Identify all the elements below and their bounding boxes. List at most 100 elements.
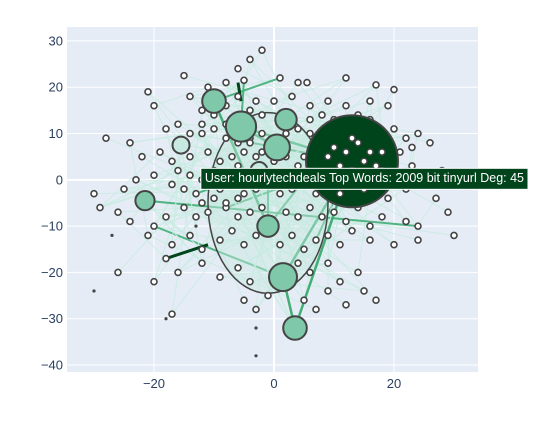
leaf-node[interactable] xyxy=(198,245,206,254)
leaf-node[interactable] xyxy=(306,129,314,138)
leaf-node[interactable] xyxy=(252,231,260,240)
leaf-node[interactable] xyxy=(342,217,350,226)
leaf-node[interactable] xyxy=(306,268,314,277)
leaf-node[interactable] xyxy=(96,203,104,212)
leaf-node[interactable] xyxy=(234,64,242,73)
leaf-node[interactable] xyxy=(204,148,212,156)
leaf-node[interactable] xyxy=(192,189,200,198)
leaf-node[interactable] xyxy=(90,189,98,198)
leaf-node[interactable] xyxy=(294,78,302,87)
leaf-node[interactable] xyxy=(318,111,326,119)
leaf-node[interactable] xyxy=(303,78,311,87)
leaf-node[interactable] xyxy=(210,125,218,133)
leaf-node[interactable] xyxy=(102,134,110,142)
leaf-node[interactable] xyxy=(222,78,230,87)
leaf-node[interactable] xyxy=(252,97,260,105)
hub-node[interactable] xyxy=(268,262,298,293)
leaf-node[interactable] xyxy=(366,97,374,105)
leaf-node[interactable] xyxy=(246,55,254,64)
leaf-node[interactable] xyxy=(258,46,266,54)
leaf-node[interactable] xyxy=(336,190,344,198)
leaf-node[interactable] xyxy=(432,194,440,203)
leaf-node[interactable] xyxy=(234,194,242,203)
leaf-node[interactable] xyxy=(156,148,164,156)
leaf-node[interactable] xyxy=(198,129,206,138)
leaf-node[interactable] xyxy=(216,236,224,244)
leaf-node[interactable] xyxy=(186,92,194,101)
leaf-node[interactable] xyxy=(312,236,320,244)
leaf-node[interactable] xyxy=(246,277,254,286)
leaf-node[interactable] xyxy=(276,240,284,249)
leaf-node[interactable] xyxy=(162,125,170,133)
leaf-node[interactable] xyxy=(354,268,362,277)
leaf-node[interactable] xyxy=(180,203,188,212)
leaf-node[interactable] xyxy=(150,171,158,179)
leaf-node[interactable] xyxy=(228,152,236,161)
leaf-node[interactable] xyxy=(240,76,248,85)
leaf-node[interactable] xyxy=(198,120,206,129)
leaf-node[interactable] xyxy=(360,157,368,165)
leaf-node[interactable] xyxy=(342,74,350,82)
leaf-node[interactable] xyxy=(186,152,194,161)
hub-node[interactable] xyxy=(201,88,227,114)
leaf-node[interactable] xyxy=(234,264,242,272)
leaf-node[interactable] xyxy=(174,120,182,129)
leaf-node[interactable] xyxy=(168,240,176,249)
leaf-node[interactable] xyxy=(288,231,296,240)
leaf-node[interactable] xyxy=(234,213,242,221)
leaf-node[interactable] xyxy=(294,213,302,221)
leaf-node[interactable] xyxy=(366,222,374,230)
leaf-node[interactable] xyxy=(216,273,224,281)
leaf-node[interactable] xyxy=(372,296,380,305)
leaf-node[interactable] xyxy=(198,199,206,207)
leaf-node[interactable] xyxy=(198,106,206,115)
leaf-node[interactable] xyxy=(324,97,332,105)
leaf-node[interactable] xyxy=(366,236,374,244)
leaf-node[interactable] xyxy=(390,85,398,94)
leaf-node[interactable] xyxy=(228,226,236,235)
leaf-node[interactable] xyxy=(354,139,362,147)
hub-node[interactable] xyxy=(305,114,399,209)
leaf-node[interactable] xyxy=(306,115,314,124)
leaf-node[interactable] xyxy=(276,74,284,82)
leaf-node[interactable] xyxy=(222,199,230,207)
leaf-node[interactable] xyxy=(276,189,284,198)
leaf-node[interactable] xyxy=(258,129,266,138)
leaf-node[interactable] xyxy=(138,152,146,161)
leaf-node[interactable] xyxy=(384,194,392,203)
leaf-node[interactable] xyxy=(378,148,386,156)
leaf-node[interactable] xyxy=(330,208,338,217)
leaf-node[interactable] xyxy=(384,101,392,110)
leaf-node[interactable] xyxy=(414,222,422,230)
leaf-node[interactable] xyxy=(402,134,410,142)
leaf-node[interactable] xyxy=(414,236,422,244)
leaf-node[interactable] xyxy=(342,301,350,309)
leaf-node[interactable] xyxy=(132,176,140,184)
hub-node[interactable] xyxy=(256,214,280,238)
leaf-node[interactable] xyxy=(342,148,350,156)
leaf-node[interactable] xyxy=(174,268,182,277)
leaf-node[interactable] xyxy=(330,143,338,152)
leaf-node[interactable] xyxy=(168,310,176,318)
leaf-node[interactable] xyxy=(114,208,122,217)
leaf-node[interactable] xyxy=(300,296,308,305)
leaf-node[interactable] xyxy=(414,129,422,138)
hub-node[interactable] xyxy=(263,133,291,162)
leaf-node[interactable] xyxy=(390,240,398,249)
leaf-node[interactable] xyxy=(144,231,152,240)
leaf-node[interactable] xyxy=(444,208,452,217)
leaf-node[interactable] xyxy=(366,148,374,156)
leaf-node[interactable] xyxy=(252,152,260,161)
leaf-node[interactable] xyxy=(336,240,344,249)
leaf-node[interactable] xyxy=(378,213,386,221)
leaf-node[interactable] xyxy=(144,88,152,96)
leaf-node[interactable] xyxy=(312,305,320,314)
leaf-node[interactable] xyxy=(126,217,134,226)
hub-node[interactable] xyxy=(171,135,191,155)
leaf-node[interactable] xyxy=(150,277,158,286)
leaf-node[interactable] xyxy=(348,134,356,142)
leaf-node[interactable] xyxy=(324,259,332,267)
leaf-node[interactable] xyxy=(222,134,230,142)
leaf-node[interactable] xyxy=(150,101,158,110)
leaf-node[interactable] xyxy=(294,259,302,267)
